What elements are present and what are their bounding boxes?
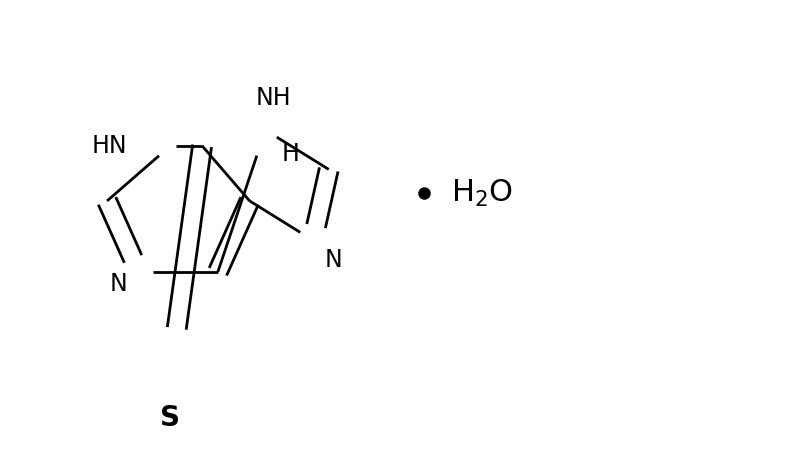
Text: H: H — [282, 142, 300, 166]
Text: NH: NH — [255, 86, 291, 110]
Text: H$_2$O: H$_2$O — [451, 177, 514, 209]
Text: HN: HN — [91, 134, 127, 158]
Text: N: N — [109, 272, 127, 295]
Text: S: S — [161, 404, 181, 432]
Text: N: N — [325, 248, 342, 272]
